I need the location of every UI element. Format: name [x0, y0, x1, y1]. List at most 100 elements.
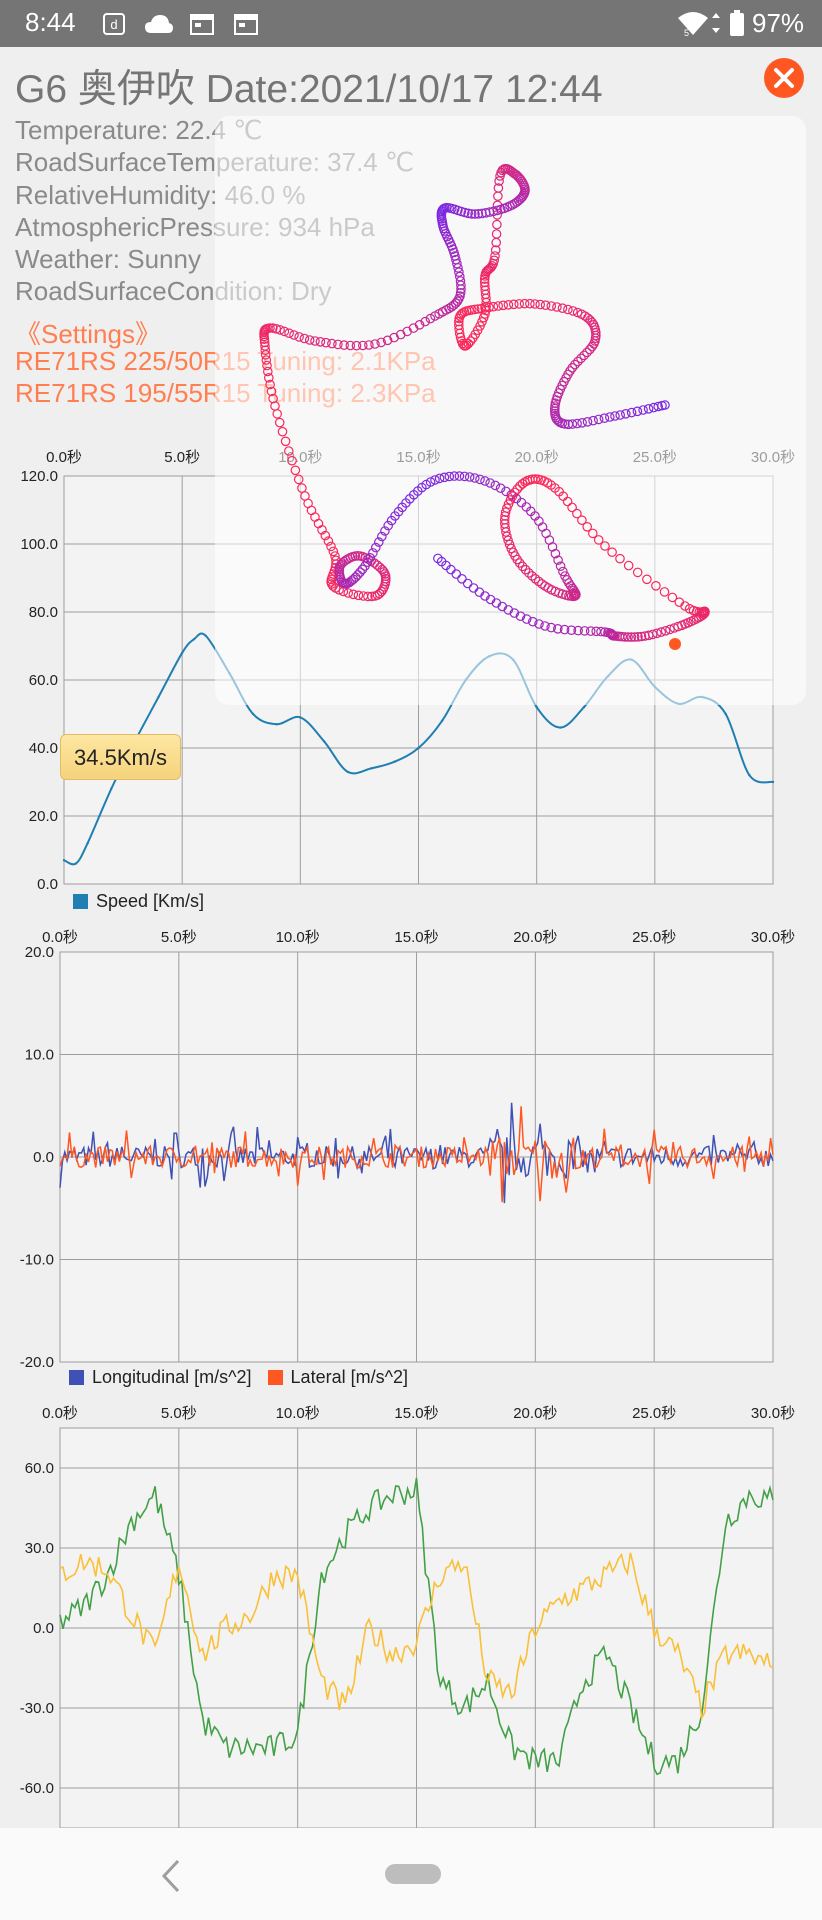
gps-track-point: [638, 405, 648, 415]
gps-track-point: [579, 350, 589, 361]
signal-icon: [712, 13, 720, 33]
lateral-legend-swatch: [267, 1370, 283, 1385]
gps-track-point: [489, 255, 499, 266]
gps-track-point: [374, 537, 384, 547]
gps-track-point: [265, 379, 275, 390]
gps-track-point: [530, 573, 541, 584]
gps-track-point: [615, 553, 625, 564]
gps-track-point: [620, 408, 631, 419]
speed-point: [393, 760, 397, 763]
gps-track-point: [457, 573, 467, 584]
gps-track-point: [669, 623, 679, 633]
gps-track-point: [304, 335, 315, 345]
gps-track-point: [377, 531, 387, 542]
gps-track-point: [261, 355, 272, 365]
svg-text:d: d: [110, 17, 117, 32]
lateral-line: [59, 1106, 774, 1203]
lateral-legend-label: Lateral [m/s^2]: [290, 1367, 409, 1387]
speed-point: [110, 787, 113, 790]
gps-track-point: [632, 567, 643, 578]
gps-track-point: [509, 487, 520, 498]
gps-track-point: [567, 363, 578, 373]
gps-track-point: [604, 412, 615, 422]
gps-track-point: [351, 340, 362, 351]
gps-track-point: [555, 561, 566, 571]
gps-track-point: [444, 471, 455, 482]
gps-track-point: [557, 303, 568, 313]
gps-track-point: [659, 587, 670, 597]
gps-track-point: [270, 401, 280, 411]
gps-track-point: [535, 299, 545, 310]
wifi-icon: 5: [678, 12, 708, 36]
gps-track-point: [454, 267, 464, 277]
gps-track-point: [656, 627, 666, 637]
gps-track-point: [582, 347, 592, 358]
gps-track-point: [552, 623, 563, 634]
speed-tooltip: 34.5Km/s: [60, 734, 181, 780]
third-chart-x-tick-label: 30.0秒: [751, 1405, 795, 1422]
gps-track-point: [485, 478, 495, 488]
gps-track-point: [680, 601, 690, 611]
calendar-icon: [190, 14, 214, 35]
gps-track-point: [473, 209, 484, 219]
gps-track-point: [540, 300, 551, 310]
speed-chart-x-tick-label: 5.0秒: [164, 449, 200, 466]
gps-track-point: [607, 547, 617, 557]
gps-track-point: [459, 471, 470, 482]
weather-text: Weather: Sunny: [15, 244, 201, 274]
gps-track-point: [648, 402, 659, 413]
third-chart-x-tick-label: 20.0秒: [513, 1405, 557, 1422]
gps-track-point: [469, 473, 480, 483]
speed-point: [771, 780, 775, 784]
gps-track-point: [499, 514, 510, 525]
gps-track-point: [514, 299, 524, 309]
gps-track-point: [333, 339, 343, 350]
back-icon[interactable]: [158, 1858, 184, 1894]
gps-track-point: [626, 632, 637, 642]
gps-track-point: [339, 340, 349, 350]
gps-track-point: [517, 561, 528, 572]
speed-point: [370, 767, 373, 770]
gps-track-point: [653, 401, 663, 412]
gps-track-point: [480, 476, 490, 486]
speed-point: [582, 706, 586, 709]
gps-track-point: [623, 560, 634, 571]
gps-track-point: [357, 564, 368, 575]
gps-track-point: [275, 325, 285, 335]
acceleration-chart-y-tick-label: 20.0: [25, 944, 54, 961]
gps-track-point: [559, 624, 570, 635]
gps-track-point: [533, 576, 544, 587]
gps-track-point: [509, 608, 520, 618]
gps-track-point: [568, 306, 578, 316]
gps-track-point: [363, 591, 373, 602]
gps-track-point: [593, 414, 604, 425]
home-button[interactable]: [385, 1864, 441, 1884]
gps-track-point: [585, 626, 596, 636]
acceleration-chart-x-tick-label: 15.0秒: [394, 929, 438, 946]
gps-track-point: [364, 340, 374, 350]
gps-track-point: [470, 209, 480, 219]
gps-track-point: [651, 580, 661, 591]
gps-track-point: [345, 340, 356, 351]
gps-track-point: [430, 311, 440, 321]
third-chart-x-tick-label: 15.0秒: [394, 1405, 438, 1422]
gps-track-point: [573, 625, 583, 636]
gps-track-point: [310, 336, 320, 346]
gps-track-point: [517, 478, 528, 489]
gps-track-point: [633, 631, 643, 642]
gps-track-point: [572, 508, 582, 519]
speed-point: [322, 740, 326, 743]
gps-track-point: [550, 548, 561, 559]
speed-point: [192, 638, 196, 641]
gps-track-point: [262, 360, 272, 371]
gps-track-point: [503, 300, 514, 310]
gps-track-point: [260, 350, 271, 360]
close-button[interactable]: [764, 58, 804, 98]
d-account-icon: d: [103, 13, 125, 35]
gps-track-point: [591, 626, 601, 637]
gps-track-point: [382, 335, 393, 346]
speed-chart-y-tick-label: 40.0: [29, 740, 58, 757]
third-chart-y-tick-label: -60.0: [20, 1780, 54, 1797]
gps-track-point: [577, 417, 587, 428]
speed-legend-swatch: [73, 894, 88, 909]
